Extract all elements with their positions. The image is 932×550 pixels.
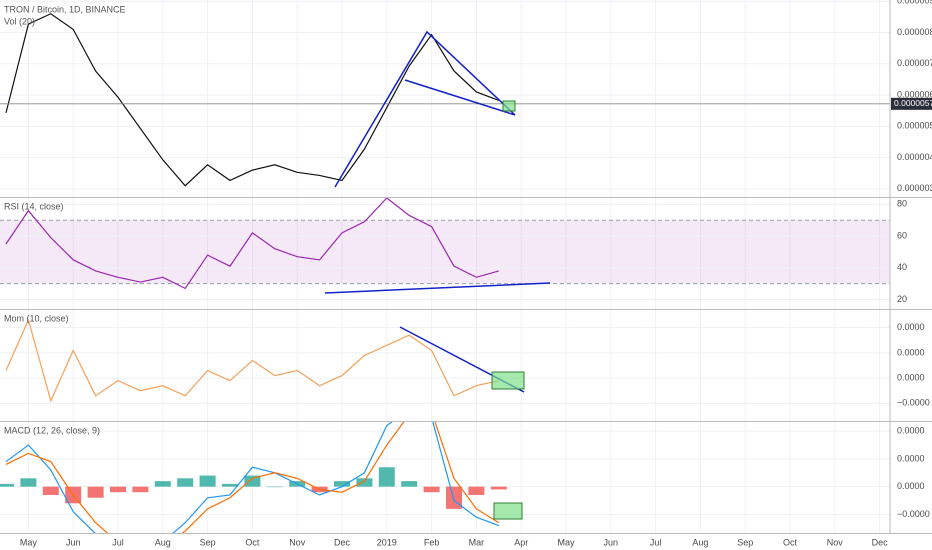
- x-tick-label: Jul: [650, 537, 662, 547]
- rsi-band: [0, 220, 890, 284]
- last-price-box: [891, 97, 932, 110]
- y-tick-label: 0.0000: [897, 347, 925, 357]
- x-tick-label: Sep: [737, 537, 753, 547]
- histogram-bar: [446, 486, 462, 509]
- y-tick-label: 0.0000: [897, 322, 925, 332]
- histogram-bar: [110, 486, 126, 493]
- x-tick-label: Mar: [469, 537, 485, 547]
- y-tick-label: 0.0000: [897, 453, 925, 463]
- series-line: [5, 422, 500, 533]
- highlight-box: [491, 371, 525, 390]
- x-tick-label: Dec: [872, 537, 889, 547]
- highlight-box: [493, 502, 523, 520]
- histogram-bar: [378, 467, 395, 487]
- pane-title: MACD (12, 26, close, 9): [4, 425, 100, 435]
- x-tick-label: Oct: [245, 537, 260, 547]
- histogram-bar: [20, 478, 37, 487]
- x-tick-label: Aug: [692, 537, 708, 547]
- trend-line: [334, 30, 516, 188]
- x-tick-label: 2019: [377, 537, 397, 547]
- x-tick-label: May: [557, 537, 575, 547]
- histogram-bar: [244, 475, 261, 487]
- histogram-bar: [490, 486, 507, 490]
- histogram-bar: [199, 475, 216, 487]
- series-line: [5, 198, 499, 290]
- y-tick-label: 80: [897, 199, 907, 209]
- histogram-bar: [401, 481, 418, 487]
- y-tick-label: 0.0000: [897, 481, 925, 491]
- histogram-bar: [42, 486, 59, 495]
- x-tick-label: Jun: [66, 537, 81, 547]
- pane-title: RSI (14, close): [4, 201, 64, 211]
- histogram-bar: [154, 481, 171, 487]
- pane: [0, 198, 890, 300]
- x-tick-label: Sep: [200, 537, 216, 547]
- pane: [0, 422, 890, 533]
- x-tick-label: Jun: [604, 537, 619, 547]
- histogram-bar: [222, 483, 238, 487]
- drawings: [324, 30, 551, 520]
- pane: [0, 318, 890, 404]
- y-tick-label: 0.00000300: [897, 183, 932, 193]
- y-tick-label: −0.0000: [897, 398, 930, 408]
- histogram-bar: [266, 486, 283, 488]
- histogram-bar: [468, 486, 485, 495]
- x-tick-label: Nov: [827, 537, 844, 547]
- y-tick-label: 0.00000400: [897, 152, 932, 162]
- trend-line: [324, 282, 551, 294]
- highlight-box: [502, 100, 516, 112]
- y-tick-label: 0.00000900: [897, 0, 932, 6]
- x-tick-label: May: [20, 537, 38, 547]
- x-tick-label: Oct: [783, 537, 798, 547]
- histogram-bar: [132, 486, 149, 493]
- histogram-bar: [87, 486, 104, 498]
- pane: [0, 0, 890, 190]
- y-tick-label: 60: [897, 230, 907, 240]
- x-tick-label: Nov: [289, 537, 306, 547]
- series-line: [5, 422, 500, 533]
- x-tick-label: Apr: [514, 537, 528, 547]
- series-line: [5, 13, 500, 187]
- pane-subtitle: Vol (20): [4, 16, 35, 26]
- y-tick-label: 0.00000500: [897, 121, 932, 131]
- y-tick-label: 40: [897, 262, 907, 272]
- histogram-bar: [0, 483, 14, 487]
- y-tick-label: 20: [897, 294, 907, 304]
- y-tick-label: 0.0000: [897, 426, 925, 436]
- x-tick-label: Jul: [112, 537, 124, 547]
- histogram-bar: [177, 478, 194, 487]
- trend-line: [404, 79, 516, 116]
- histogram-bar: [334, 481, 350, 487]
- y-tick-label: 0.00000700: [897, 58, 932, 68]
- histogram-bar: [423, 486, 440, 493]
- histogram-bar: [356, 478, 373, 487]
- y-tick-label: 0.0000: [897, 372, 925, 382]
- pane-title: TRON / Bitcoin, 1D, BINANCE: [4, 4, 126, 14]
- x-tick-label: Dec: [334, 537, 351, 547]
- series-line: [5, 318, 499, 403]
- y-tick-label: 0.00000600: [897, 89, 932, 99]
- y-tick-label: 0.00000800: [897, 27, 932, 37]
- y-tick-label: −0.0000: [897, 509, 930, 519]
- pane-title: Mom (10, close): [4, 313, 69, 323]
- x-tick-label: Aug: [155, 537, 171, 547]
- x-tick-label: Feb: [424, 537, 440, 547]
